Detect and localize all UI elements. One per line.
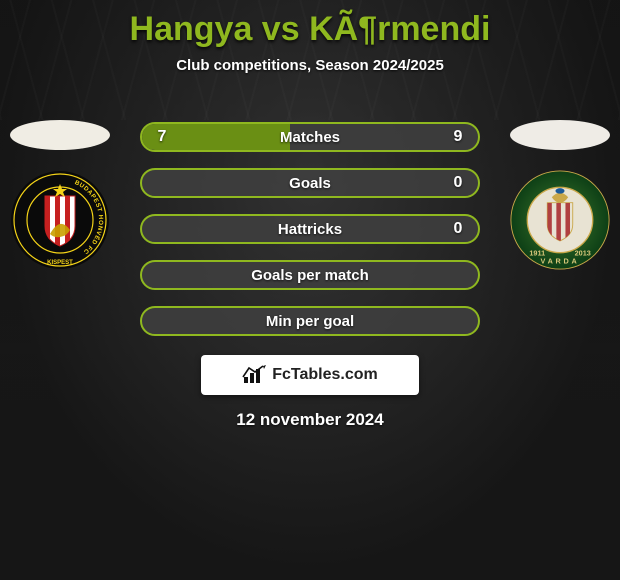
stat-right-value: 0 — [438, 174, 478, 192]
stat-label: Matches — [142, 129, 478, 146]
page-title: Hangya vs KÃ¶rmendi — [0, 0, 620, 49]
stat-bar: Goals0 — [140, 168, 480, 198]
stat-bar: 7Matches9 — [140, 122, 480, 152]
stat-bar: Hattricks0 — [140, 214, 480, 244]
stat-label: Min per goal — [142, 313, 478, 330]
club-crest-left: BUDAPEST HONVÉD FC KISPEST — [10, 170, 110, 270]
brand-text: FcTables.com — [272, 366, 378, 384]
chart-icon — [242, 365, 266, 385]
club-crest-right: 1911 2013 VARDA — [510, 170, 610, 270]
stat-label: Goals — [142, 175, 478, 192]
stat-right-value: 9 — [438, 128, 478, 146]
svg-text:VARDA: VARDA — [541, 257, 580, 266]
stats-bars: 7Matches9Goals0Hattricks0Goals per match… — [140, 122, 480, 352]
stat-right-value: 0 — [438, 220, 478, 238]
player-right-column: 1911 2013 VARDA — [500, 120, 620, 270]
player-left-photo-placeholder — [10, 120, 110, 150]
subtitle: Club competitions, Season 2024/2025 — [0, 57, 620, 74]
player-right-photo-placeholder — [510, 120, 610, 150]
stat-bar: Min per goal — [140, 306, 480, 336]
stat-label: Goals per match — [142, 267, 478, 284]
player-left-column: BUDAPEST HONVÉD FC KISPEST — [0, 120, 120, 270]
stat-label: Hattricks — [142, 221, 478, 238]
stat-bar: Goals per match — [140, 260, 480, 290]
brand-box: FcTables.com — [201, 355, 419, 395]
svg-text:KISPEST: KISPEST — [47, 260, 73, 266]
date-label: 12 november 2024 — [0, 410, 620, 430]
